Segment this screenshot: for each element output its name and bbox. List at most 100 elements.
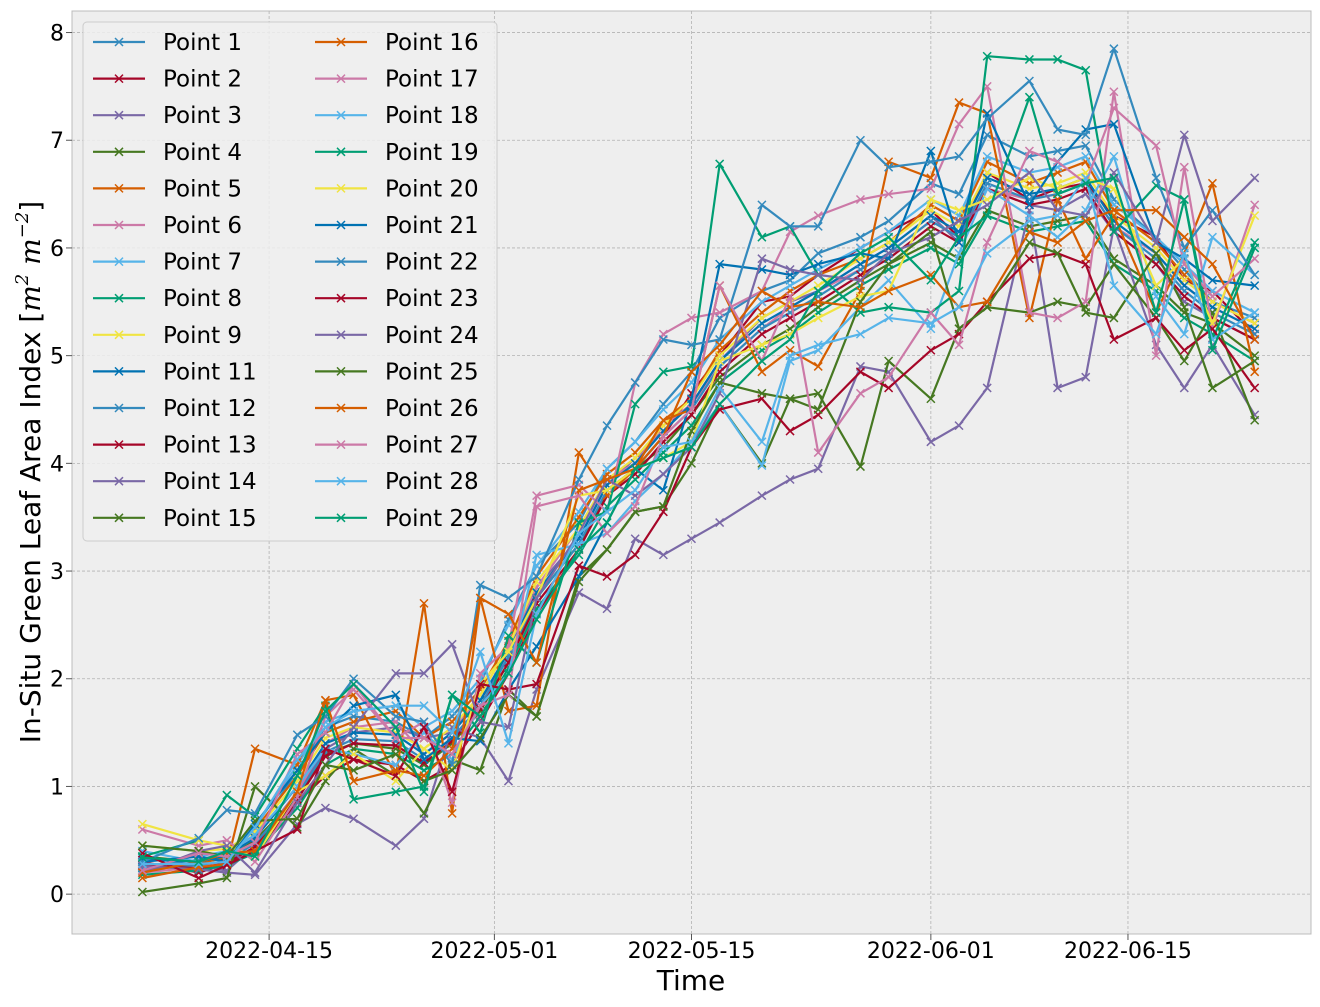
data-point: [320, 722, 330, 732]
data-point: [1207, 383, 1217, 393]
data-point: [1207, 178, 1217, 188]
data-point: [137, 859, 147, 869]
data-point: [1151, 173, 1161, 183]
data-point: [757, 437, 767, 447]
legend-swatch-marker: [114, 74, 124, 84]
data-point: [630, 485, 640, 495]
y-tick-label: 7: [50, 129, 64, 154]
legend-item: Point 20: [315, 176, 479, 202]
data-point: [982, 151, 992, 161]
legend-item: Point 23: [315, 286, 479, 312]
legend-swatch-marker: [114, 366, 124, 376]
data-point: [813, 248, 823, 258]
legend-label: Point 9: [163, 323, 242, 349]
data-point: [503, 593, 513, 603]
data-point: [574, 448, 584, 458]
data-point: [503, 690, 513, 700]
legend-item: Point 3: [93, 103, 242, 129]
legend-item: Point 27: [315, 433, 479, 459]
data-point: [715, 340, 725, 350]
data-point: [855, 275, 865, 285]
data-point: [250, 822, 260, 832]
legend-item: Point 24: [315, 323, 479, 349]
legend-item: Point 12: [93, 396, 257, 422]
legend-item: Point 19: [315, 140, 479, 166]
legend-swatch-marker: [336, 183, 346, 193]
data-point: [292, 798, 302, 808]
data-point: [785, 221, 795, 231]
data-point: [1250, 270, 1260, 280]
data-point: [137, 865, 147, 875]
data-point: [686, 534, 697, 544]
data-point: [1151, 329, 1161, 339]
data-point: [658, 453, 668, 463]
data-point: [250, 808, 260, 818]
data-point: [1024, 54, 1034, 64]
data-point: [715, 518, 725, 528]
data-point: [574, 577, 584, 587]
data-point: [222, 805, 232, 815]
data-point: [630, 550, 640, 560]
legend-label: Point 20: [385, 176, 479, 202]
data-point: [532, 501, 542, 511]
data-point: [1024, 76, 1034, 86]
legend-item: Point 25: [315, 359, 479, 385]
data-point: [757, 297, 767, 307]
data-point: [391, 701, 401, 711]
data-point: [954, 151, 964, 161]
data-point: [658, 415, 668, 425]
data-point: [1081, 297, 1091, 307]
legend-label: Point 25: [385, 359, 479, 385]
data-point: [1250, 243, 1260, 253]
data-point: [658, 404, 668, 415]
data-point: [1024, 227, 1034, 237]
y-tick-label: 8: [50, 22, 64, 47]
data-point: [292, 730, 302, 740]
data-point: [954, 248, 964, 258]
data-point: [602, 544, 612, 555]
legend: Point 1 Point 2 Point 3 Point 4 Point 5 Point…: [82, 21, 498, 542]
legend-swatch-marker: [336, 513, 346, 523]
data-point: [1250, 308, 1260, 318]
legend-label: Point 11: [163, 359, 257, 385]
data-point: [658, 334, 668, 345]
data-point: [954, 421, 964, 431]
data-point: [658, 550, 668, 560]
data-point: [1081, 151, 1091, 161]
y-tick-label: 3: [50, 560, 64, 585]
legend-swatch-marker: [336, 366, 346, 376]
data-point: [503, 776, 513, 786]
data-point: [715, 159, 725, 169]
data-point: [855, 248, 865, 258]
data-point: [532, 571, 542, 581]
data-point: [503, 668, 513, 678]
data-point: [630, 464, 640, 474]
data-point: [391, 711, 401, 721]
data-point: [954, 302, 964, 312]
data-point: [602, 571, 612, 581]
legend-item: Point 6: [93, 213, 242, 239]
data-point: [194, 835, 204, 845]
data-point: [320, 803, 330, 813]
data-point: [954, 216, 964, 226]
data-point: [532, 550, 542, 560]
data-point: [447, 798, 457, 808]
legend-label: Point 13: [163, 433, 257, 459]
legend-swatch-marker: [114, 147, 124, 157]
legend-swatch-marker: [114, 220, 124, 230]
y-tick-label: 1: [50, 775, 64, 800]
data-point: [391, 668, 401, 678]
data-point: [1250, 415, 1260, 425]
data-point: [1179, 194, 1189, 205]
legend-swatch-marker: [336, 403, 346, 413]
data-point: [658, 442, 668, 452]
x-axis-label: Time: [656, 964, 726, 997]
legend-label: Point 23: [385, 286, 479, 312]
data-point: [855, 462, 865, 472]
data-point: [954, 119, 964, 129]
data-point: [1179, 329, 1189, 339]
data-point: [630, 437, 640, 447]
legend-label: Point 26: [385, 396, 479, 422]
data-point: [926, 275, 936, 285]
